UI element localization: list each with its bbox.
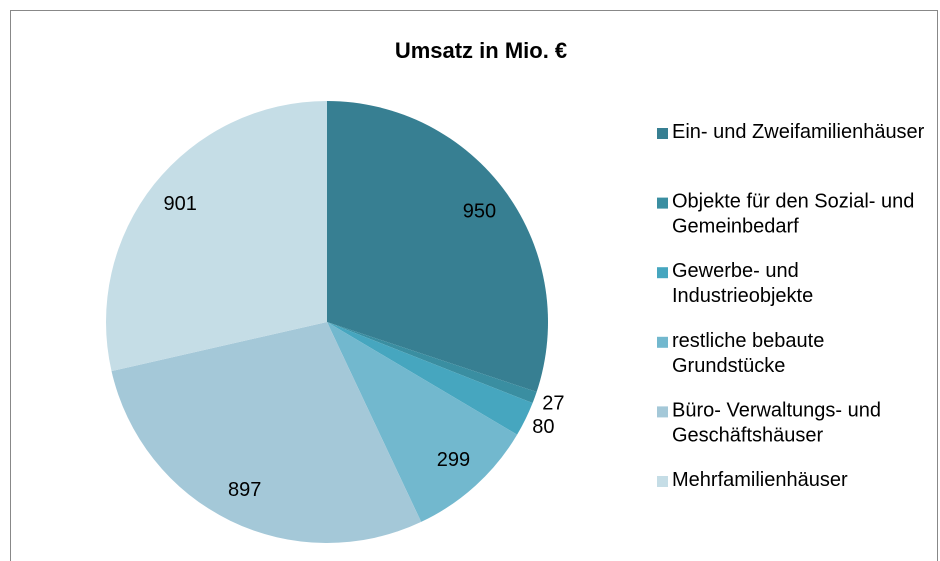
legend-line: Grundstücke [672, 355, 785, 377]
legend-swatch [657, 476, 668, 487]
legend-line: Geschäftshäuser [672, 425, 824, 447]
pie-slice [327, 322, 518, 522]
legend-line: Gemeinbedarf [672, 216, 799, 238]
data-label: 80 [532, 416, 554, 438]
data-label: 897 [228, 479, 261, 501]
legend-line: Ein- und Zweifamilienhäuser [672, 121, 925, 143]
legend-swatch [657, 197, 668, 209]
pie-slice [327, 322, 533, 435]
legend-label: Mehrfamilienhäuser [672, 469, 848, 491]
pie-slice [111, 322, 422, 544]
data-label: 27 [542, 393, 564, 415]
legend-line: Industrieobjekte [672, 285, 813, 307]
pie-slice [105, 101, 327, 372]
pie-slice [327, 322, 537, 404]
legend-swatch [657, 406, 668, 418]
legend-label: Gewerbe- und Industrieobjekte [672, 260, 813, 307]
data-label: 901 [163, 193, 196, 215]
legend-line: Objekte für den Sozial- und [672, 191, 914, 213]
data-label: 299 [437, 449, 470, 471]
data-label: 950 [463, 200, 496, 222]
legend-line: Büro- Verwaltungs- und [672, 400, 881, 422]
legend-label: Büro- Verwaltungs- und Geschäftshäuser [672, 400, 881, 447]
legend-line: Gewerbe- und [672, 260, 799, 282]
legend-swatch [657, 336, 668, 348]
pie-slice [327, 101, 548, 392]
chart-title: Umsatz in Mio. € [395, 38, 567, 63]
legend-line: Mehrfamilienhäuser [672, 469, 848, 491]
legend-line: restliche bebaute [672, 330, 824, 352]
legend-swatch [657, 128, 668, 139]
legend-swatch [657, 267, 668, 279]
legend-label: restliche bebaute Grundstücke [672, 330, 824, 377]
legend-label: Objekte für den Sozial- und Gemeinbedarf [672, 191, 914, 238]
legend-label: Ein- und Zweifamilienhäuser [672, 121, 925, 143]
